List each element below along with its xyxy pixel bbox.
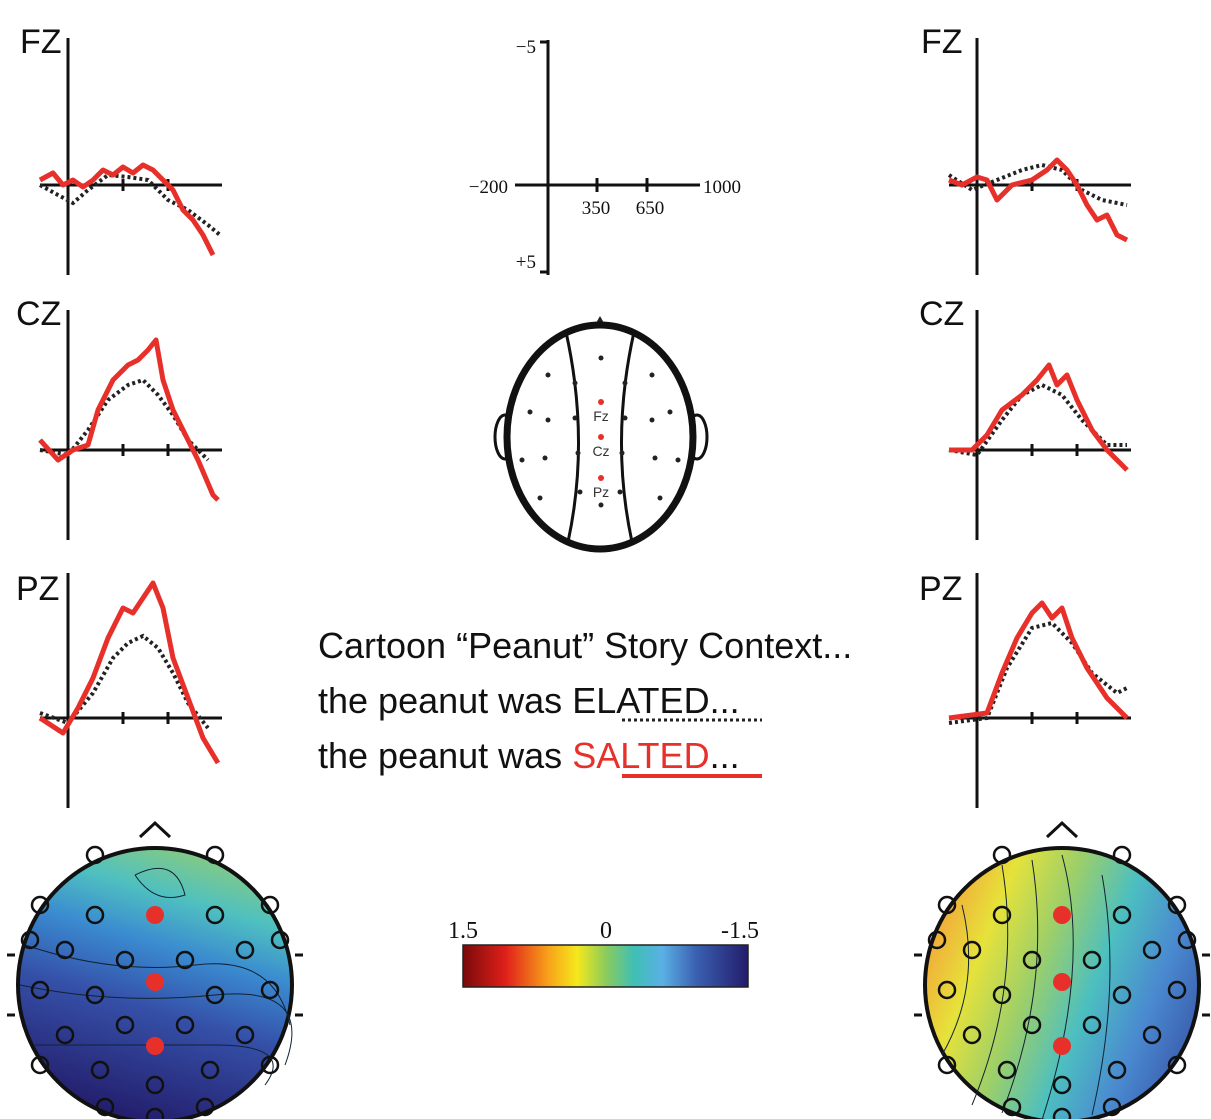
circle-shape [652,455,658,461]
key-label: 650 [636,198,665,219]
path-shape [515,40,700,275]
sentence: the peanut was SALTED... [318,735,740,776]
circle-shape [657,495,663,501]
channel-label: PZ [919,570,962,608]
channel-label: FZ [921,23,963,61]
circle-shape [598,434,604,440]
path-shape [948,157,1129,243]
path-shape [40,573,222,808]
erp-panel: FZ [921,23,1131,275]
sentence: the peanut was ELATED... [318,680,740,721]
path-shape [949,573,1131,808]
electrode-label: Pz [593,484,609,500]
circle-shape [675,457,681,463]
electrode-label: Cz [592,443,609,459]
circle-shape [649,372,655,378]
electrode-label: Fz [593,408,609,424]
circle-shape [542,455,548,461]
topomap [5,821,305,1119]
path-shape [40,38,222,275]
key-label: −5 [516,37,536,58]
channel-label: CZ [919,295,964,333]
circle-shape [545,372,551,378]
key-label: +5 [516,252,536,273]
path-shape [949,310,1131,540]
circle-shape [519,457,525,463]
circle-shape [619,450,625,456]
target-word: ELATED [572,680,709,721]
circle-shape [598,475,604,481]
circle-shape [649,417,655,423]
path-shape [39,172,222,237]
circle-shape [572,415,578,421]
stimuli: Cartoon “Peanut” Story Context... the pe… [318,625,852,778]
target-word: SALTED [572,735,709,776]
circle-shape [575,450,581,456]
key-label: −200 [469,177,508,198]
erp-panel: CZ [919,295,1131,540]
colorbar-label: 0 [600,918,612,944]
circle-shape [598,355,604,361]
channel-label: FZ [20,23,62,61]
circle-shape [617,489,623,495]
sentence-prefix: the peanut was [318,680,572,721]
erp-panel: CZ [16,295,222,540]
path-shape [40,310,222,540]
channel-label: PZ [16,570,59,608]
rect-shape [462,944,749,988]
circle-shape [667,409,673,415]
key-label: 350 [582,198,611,219]
sentence-prefix: the peanut was [318,735,572,776]
electrode-map: Fz Cz Pz [493,316,709,553]
topomap [912,821,1211,1119]
path-shape [38,580,221,765]
path-shape [19,867,293,1086]
circle-shape [572,380,578,386]
circle-shape [545,417,551,423]
path-shape [949,362,1129,472]
sentence-suffix: ... [710,680,740,721]
path-shape [948,600,1129,721]
g-shape [519,355,681,508]
channel-label: CZ [16,295,61,333]
circle-shape [537,495,543,501]
erp-panel: PZ [919,570,1131,808]
scale-key: −5 +5 −200 1000 350 650 [469,37,741,275]
path-shape [38,337,220,502]
path-shape [941,854,1111,1119]
erp-panel: FZ [20,23,222,275]
colorbar-label: 1.5 [448,918,478,944]
path-shape [949,38,1131,275]
circle-shape [598,399,604,405]
context-text: Cartoon “Peanut” Story Context... [318,625,852,666]
circle-shape [598,502,604,508]
colorbar: 1.5 0 -1.5 [448,918,759,988]
path-shape [947,162,1128,207]
erp-panel: PZ [16,570,222,808]
path-shape [38,162,216,257]
circle-shape [527,409,533,415]
path-shape [564,331,636,543]
key-label: 1000 [703,177,741,198]
path-shape [948,382,1127,458]
circle-shape [622,380,628,386]
colorbar-label: -1.5 [721,918,759,944]
sentence-suffix: ... [710,735,740,776]
circle-shape [622,415,628,421]
circle-shape [577,489,583,495]
